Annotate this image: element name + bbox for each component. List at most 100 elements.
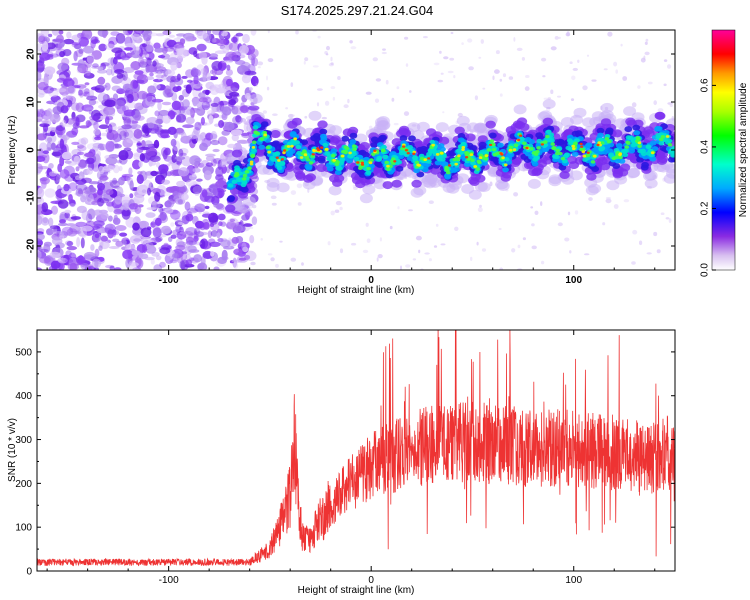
- ridge-blob: [251, 140, 257, 145]
- ridge-blob: [477, 160, 482, 165]
- noise-blob: [175, 244, 186, 251]
- noise-blob: [209, 241, 221, 247]
- faint-speckle: [508, 76, 514, 80]
- ridge-blob: [457, 137, 465, 143]
- noise-blob: [42, 150, 49, 154]
- noise-blob: [178, 148, 184, 157]
- ridge-blob: [542, 117, 554, 126]
- noise-blob: [111, 85, 122, 92]
- noise-blob: [37, 166, 50, 170]
- ridge-blob: [513, 104, 527, 115]
- faint-speckle: [393, 122, 399, 126]
- noise-blob: [48, 163, 54, 169]
- noise-blob: [37, 205, 43, 216]
- noise-blob: [61, 119, 67, 128]
- noise-blob: [221, 249, 228, 261]
- noise-blob: [240, 132, 250, 137]
- noise-blob: [168, 34, 175, 38]
- faint-speckle: [541, 57, 547, 62]
- noise-blob: [139, 34, 151, 38]
- ridge-blob: [295, 144, 302, 150]
- ridge-blob: [599, 162, 611, 171]
- ridge-blob: [249, 162, 254, 166]
- faint-speckle: [511, 248, 516, 253]
- noise-blob: [37, 215, 43, 226]
- ridge-blob: [461, 148, 465, 152]
- noise-blob: [91, 50, 102, 60]
- noise-blob: [63, 69, 71, 78]
- noise-blob: [75, 102, 85, 113]
- faint-speckle: [412, 258, 417, 261]
- faint-speckle: [304, 57, 309, 62]
- noise-blob: [175, 225, 182, 233]
- noise-blob: [123, 147, 132, 152]
- faint-speckle: [494, 69, 500, 74]
- noise-blob: [225, 78, 233, 87]
- noise-blob: [46, 100, 56, 105]
- faint-speckle: [325, 53, 329, 56]
- noise-blob: [122, 210, 128, 217]
- noise-blob: [145, 42, 154, 52]
- ridge-blob: [599, 146, 606, 151]
- ridge-blob: [302, 150, 308, 154]
- ridge-blob: [391, 179, 402, 188]
- noise-blob: [51, 205, 58, 215]
- noise-blob: [122, 71, 128, 81]
- noise-blob: [37, 62, 46, 69]
- faint-speckle: [531, 223, 535, 227]
- ridge-blob: [319, 128, 328, 135]
- noise-blob: [92, 116, 98, 121]
- ridge-blob: [671, 145, 675, 151]
- ridge-blob: [508, 148, 513, 152]
- noise-blob: [147, 150, 158, 157]
- faint-speckle: [250, 261, 256, 266]
- noise-blob: [220, 158, 227, 168]
- ridge-blob: [525, 146, 529, 150]
- faint-speckle: [332, 96, 336, 101]
- ridge-blob: [542, 99, 556, 109]
- noise-blob: [152, 199, 161, 209]
- faint-speckle: [297, 202, 302, 206]
- faint-speckle: [266, 75, 268, 81]
- faint-speckle: [656, 249, 661, 254]
- ridge-blob: [485, 120, 496, 129]
- noise-blob: [196, 64, 205, 75]
- faint-speckle: [324, 51, 328, 55]
- ridge-blob: [341, 135, 350, 142]
- noise-blob: [43, 243, 51, 253]
- ridge-blob: [670, 156, 675, 163]
- faint-speckle: [586, 54, 590, 57]
- ridge-blob: [596, 143, 600, 147]
- noise-blob: [111, 47, 123, 54]
- noise-blob: [85, 34, 90, 38]
- noise-blob: [76, 205, 87, 213]
- noise-blob: [165, 199, 175, 208]
- faint-speckle: [324, 100, 330, 106]
- noise-blob: [139, 153, 146, 162]
- colorbar-label: Normalized spectral amplitude: [738, 82, 749, 217]
- ridge-blob: [454, 126, 465, 135]
- noise-blob: [225, 221, 237, 230]
- ridge-blob: [644, 178, 658, 189]
- noise-blob: [156, 203, 164, 209]
- spectrogram-x-ticks: -100 0 100: [46, 30, 656, 286]
- noise-blob: [244, 250, 257, 261]
- faint-speckle: [343, 104, 349, 109]
- snr-series-line: [37, 330, 675, 567]
- noise-blob: [108, 154, 119, 159]
- noise-blob: [221, 60, 233, 64]
- faint-speckle: [467, 38, 473, 43]
- noise-blob: [87, 208, 96, 220]
- noise-blob: [161, 101, 172, 106]
- faint-speckle: [474, 95, 478, 101]
- noise-blob: [155, 255, 162, 261]
- noise-blob: [212, 158, 223, 164]
- noise-blob: [160, 225, 172, 235]
- ridge-blob: [637, 141, 642, 145]
- faint-speckle: [374, 98, 380, 103]
- ridge-blob: [247, 166, 252, 170]
- noise-blob: [152, 60, 157, 67]
- noise-blob: [238, 45, 249, 55]
- ridge-blob: [667, 143, 673, 147]
